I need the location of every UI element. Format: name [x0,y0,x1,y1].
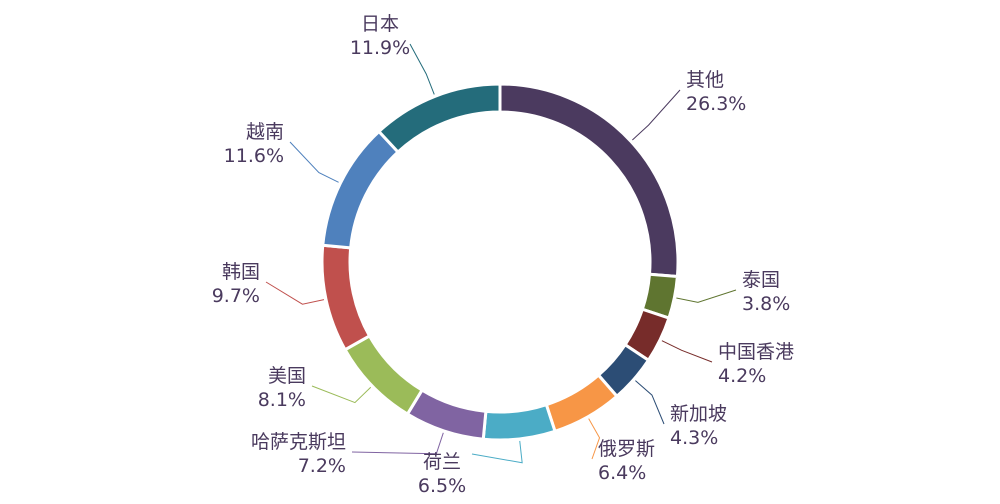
leader-line-9 [265,281,325,305]
leader-line-8 [311,385,372,404]
slice-1 [498,82,680,279]
slice-value-3: 4.2% [718,365,766,387]
leader-line-6 [471,440,523,464]
leader-line-1 [632,89,681,141]
slice-label-8: 美国 [268,365,306,387]
leader-line-7 [351,432,444,455]
slice-value-2: 3.8% [742,293,790,315]
leader-line-4 [635,380,665,425]
leader-line-3 [661,340,713,363]
slice-value-5: 6.4% [598,462,646,484]
slice-label-2: 泰国 [742,269,780,291]
slice-label-10: 越南 [246,121,284,143]
slice-5 [544,373,619,434]
slice-9 [320,243,372,352]
slice-label-5: 俄罗斯 [598,438,655,460]
slice-value-9: 9.7% [212,285,260,307]
slice-label-7: 哈萨克斯坦 [251,431,346,453]
slice-label-1: 其他 [686,69,724,91]
slice-value-8: 8.1% [258,389,306,411]
slice-value-6: 6.5% [418,475,466,497]
leader-line-11 [409,43,435,95]
leader-line-10 [289,141,339,183]
slice-value-7: 7.2% [298,455,346,477]
slice-label-9: 韩国 [222,261,260,283]
slice-label-11: 日本 [361,13,399,35]
leader-line-5 [588,418,601,460]
slice-label-3: 中国香港 [718,341,794,363]
slices-group [320,82,680,442]
leader-lines-group [265,43,737,464]
slice-value-1: 26.3% [686,93,746,115]
slice-10 [321,129,401,250]
leader-line-2 [676,289,737,303]
slice-value-4: 4.3% [670,427,718,449]
slice-value-10: 11.6% [224,145,284,167]
slice-value-11: 11.9% [350,37,410,59]
slice-6 [481,402,557,442]
slice-label-6: 荷兰 [423,451,461,473]
slice-label-4: 新加坡 [670,403,727,425]
slice-11 [376,82,502,155]
slice-8 [343,333,425,417]
